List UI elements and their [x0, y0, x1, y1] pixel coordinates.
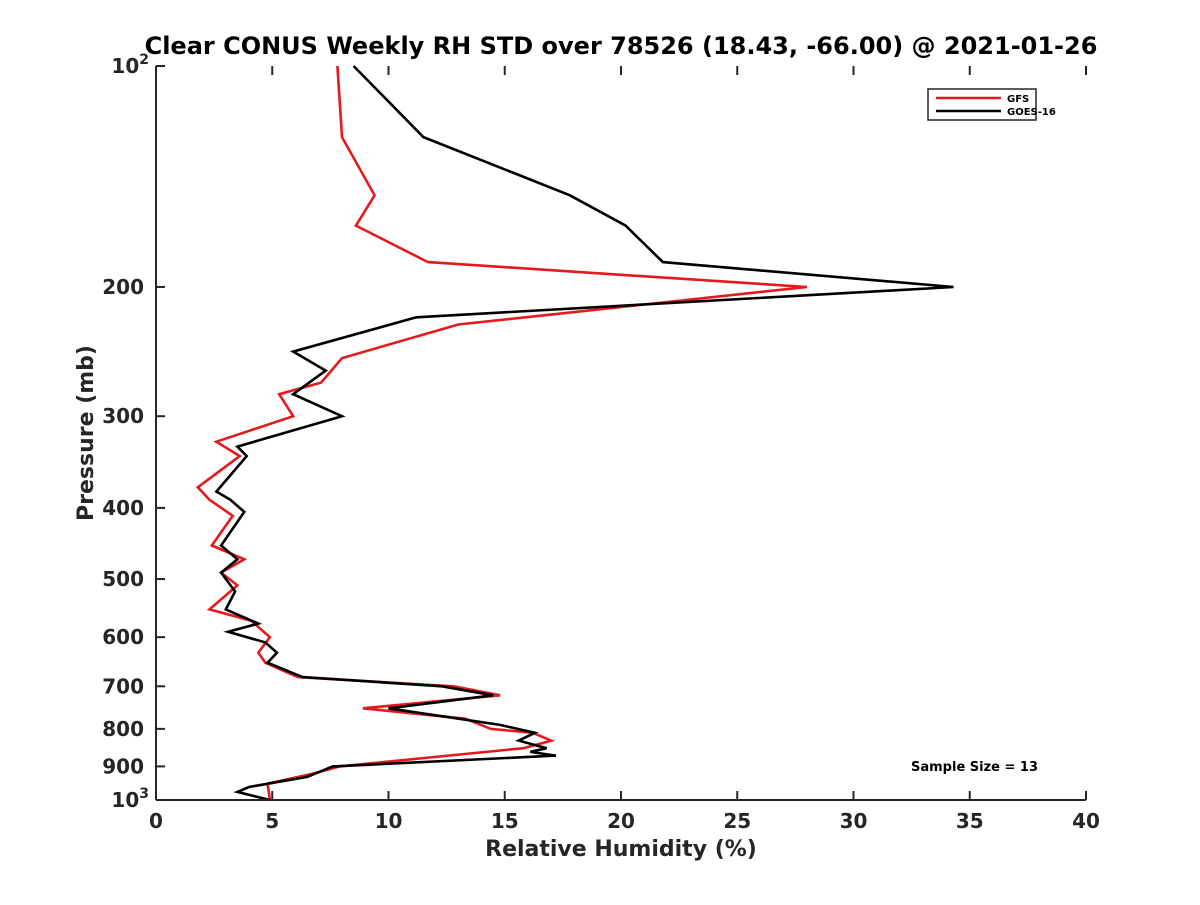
x-tick-label: 15	[491, 809, 519, 833]
y-tick-label: 200	[102, 275, 144, 299]
y-tick-label: 400	[102, 496, 144, 520]
y-tick-label: 700	[102, 674, 144, 698]
chart-title: Clear CONUS Weekly RH STD over 78526 (18…	[145, 32, 1098, 60]
x-tick-label: 25	[723, 809, 751, 833]
y-tick-label: 900	[102, 754, 144, 778]
y-tick-label: 800	[102, 717, 144, 741]
legend-entries: GFS GOES-16	[936, 94, 1056, 118]
x-tick-label: 35	[956, 809, 984, 833]
x-tick-label: 30	[840, 809, 868, 833]
y-tick-label: 103	[111, 786, 149, 812]
series-line-gfs	[195, 65, 808, 801]
x-tick-label: 40	[1072, 809, 1100, 833]
legend-label-goes-16: GOES-16	[1007, 107, 1056, 118]
series-line-goes-16	[214, 65, 954, 802]
axes	[155, 66, 1086, 801]
legend-label-gfs: GFS	[1007, 94, 1029, 105]
y-ticks: 102 200 300 400 500 600 700 800 900 103	[102, 52, 165, 812]
y-tick-label: 500	[102, 567, 144, 591]
sample-size-annotation: Sample Size = 13	[911, 760, 1038, 775]
x-ticks: 0 5 10 15 20 25 30 35 40	[149, 66, 1100, 833]
y-tick-label: 600	[102, 625, 144, 649]
x-tick-label: 0	[149, 809, 163, 833]
y-tick-label: 102	[111, 52, 149, 78]
x-tick-label: 5	[265, 809, 279, 833]
y-axis-label: Pressure (mb)	[74, 345, 99, 521]
y-tick-label: 300	[102, 404, 144, 428]
legend-box	[927, 88, 1037, 121]
data-layer	[195, 65, 954, 802]
x-axis-label: Relative Humidity (%)	[485, 837, 757, 862]
x-tick-label: 20	[607, 809, 635, 833]
x-tick-label: 10	[375, 809, 403, 833]
legend: GFS GOES-16	[927, 88, 1056, 121]
